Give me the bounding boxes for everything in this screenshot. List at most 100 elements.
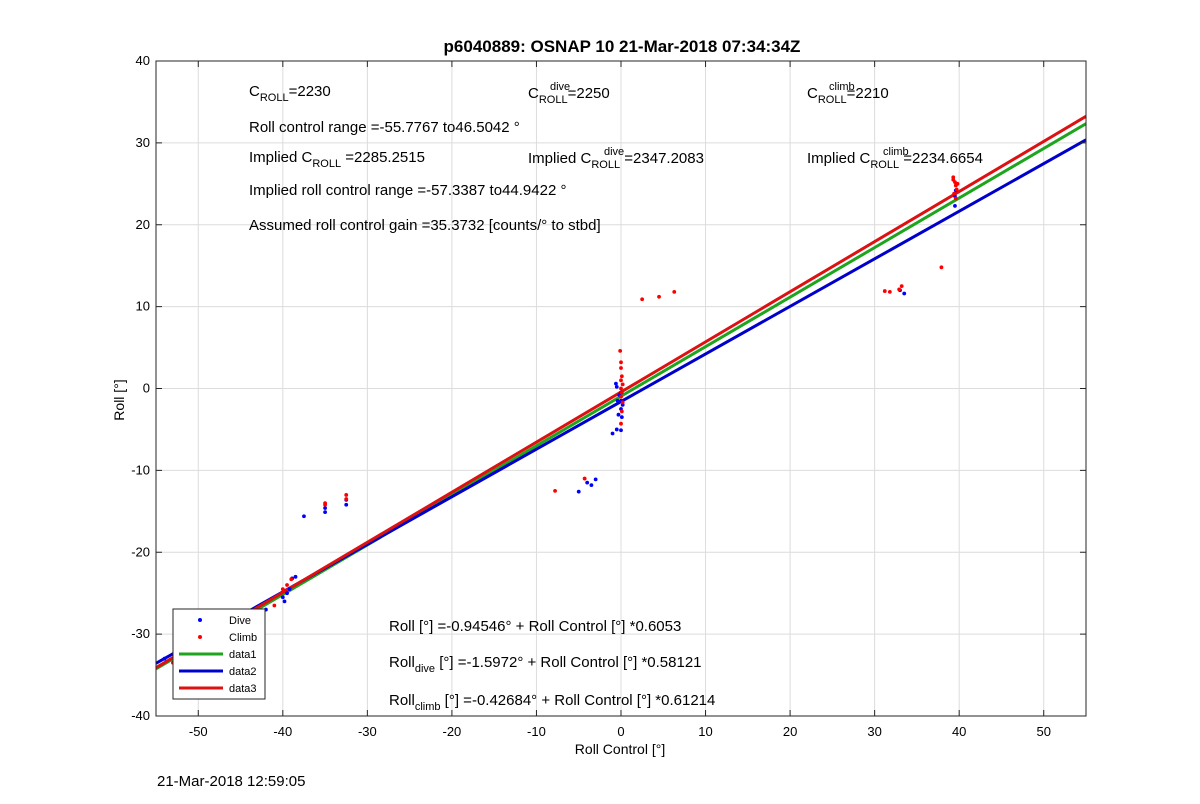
point-climb [619,394,623,399]
point-climb [955,181,960,186]
y-axis-label: Roll [°] [111,379,127,420]
point-climb [285,583,289,587]
y-tick-label: -20 [131,544,150,559]
point-climb [887,289,892,294]
y-tick-label: -30 [131,626,150,641]
x-tick-label: -10 [527,724,546,739]
point-climb [280,587,285,591]
implied-c-roll-dive-sup: dive [604,146,624,158]
point-dive [593,477,598,482]
point-climb [618,348,623,353]
x-axis-label: Roll Control [°] [575,741,665,757]
point-climb [672,289,677,294]
x-tick-label: -40 [273,724,292,739]
x-tick-label: 40 [952,724,966,739]
point-climb [954,187,959,192]
point-dive [162,656,167,661]
point-climb [620,382,625,387]
point-dive [302,514,306,519]
point-dive [323,510,327,515]
legend: Dive Climb data1 data2 data3 [172,608,266,700]
point-climb [951,177,956,182]
point-dive [614,384,619,389]
fit-all-label: Roll [°] =-0.94546° + Roll Control [°] *… [389,618,681,635]
point-climb [619,378,623,383]
point-climb [344,497,349,501]
point-dive [344,502,349,507]
point-climb [344,493,349,497]
point-climb [882,289,887,293]
legend-marker-dive [198,618,202,622]
point-dive [287,587,292,591]
y-tick-label: 0 [143,381,150,396]
x-tick-label: -30 [358,724,377,739]
point-dive [589,483,594,488]
chart-title: p6040889: OSNAP 10 21-Mar-2018 07:34:34Z [444,37,801,56]
point-climb [939,265,944,270]
point-climb [272,603,277,608]
point-climb [553,488,557,493]
y-tick-label: 40 [136,53,150,68]
implied-c-roll: Implied CROLL =2285.2515 [249,149,425,170]
point-climb [620,400,625,405]
point-dive [953,204,957,208]
c-roll-dive-label: CROLL=2250 [528,85,610,106]
point-dive [282,599,287,604]
point-climb [289,577,294,582]
x-tick-label: 30 [867,724,881,739]
point-climb [619,360,623,365]
y-tick-label: 30 [136,135,150,150]
fit-dive-label: Rolldive [°] =-1.5972° + Roll Control [°… [389,654,702,675]
point-climb [619,390,624,395]
point-dive [616,412,621,417]
roll-control-range: Roll control range =-55.7767 to46.5042 ° [249,119,520,136]
point-dive [619,428,623,433]
x-tick-label: 20 [783,724,797,739]
x-tick-label: -50 [189,724,208,739]
legend-label-climb: Climb [229,632,257,644]
point-dive [902,291,907,296]
c-roll-label: CROLL=2230 [249,83,331,104]
x-tick-label: 10 [698,724,712,739]
x-tick-label: 0 [617,724,624,739]
point-dive [619,415,624,420]
point-dive [615,398,620,403]
implied-c-roll-dive: Implied CROLL =2347.2083 [528,150,704,171]
fit-climb-label: Rollclimb [°] =-0.42684° + Roll Control … [389,692,715,713]
legend-marker-climb [198,635,202,639]
data-points [162,175,960,665]
implied-c-roll-climb: Implied CROLL =2234.6654 [807,150,983,171]
point-dive [610,431,615,436]
legend-label-data3: data3 [229,683,257,695]
y-tick-label: 10 [136,299,150,314]
point-dive [576,489,581,494]
timestamp-footer: 21-Mar-2018 12:59:05 [157,773,306,790]
roll-control-gain: Assumed roll control gain =35.3732 [coun… [249,217,601,234]
point-climb [657,294,661,299]
point-dive [614,427,619,432]
point-climb [899,284,904,289]
axis-ticks: -50 -40 -30 -20 -10 0 10 20 30 40 50 -40 -30 -20 -10 0 1… [131,53,1086,739]
legend-label-dive: Dive [229,615,251,627]
y-tick-label: 20 [136,217,150,232]
point-climb [619,366,623,370]
point-climb [619,386,623,391]
legend-label-data2: data2 [229,666,257,678]
x-tick-label: 50 [1036,724,1050,739]
point-dive [285,591,289,596]
point-climb [897,287,902,292]
y-tick-label: -40 [131,708,150,723]
y-tick-label: -10 [131,462,150,477]
c-roll-climb-label-sup: climb [829,81,855,93]
point-dive [614,381,618,386]
point-climb [619,374,624,379]
point-dive [293,574,298,579]
point-climb [640,297,645,302]
point-climb [619,409,624,414]
c-roll-climb-label: CROLL=2210 [807,85,889,106]
point-dive [323,506,327,510]
point-climb [952,191,957,196]
c-roll-dive-label-sup: dive [550,81,570,93]
